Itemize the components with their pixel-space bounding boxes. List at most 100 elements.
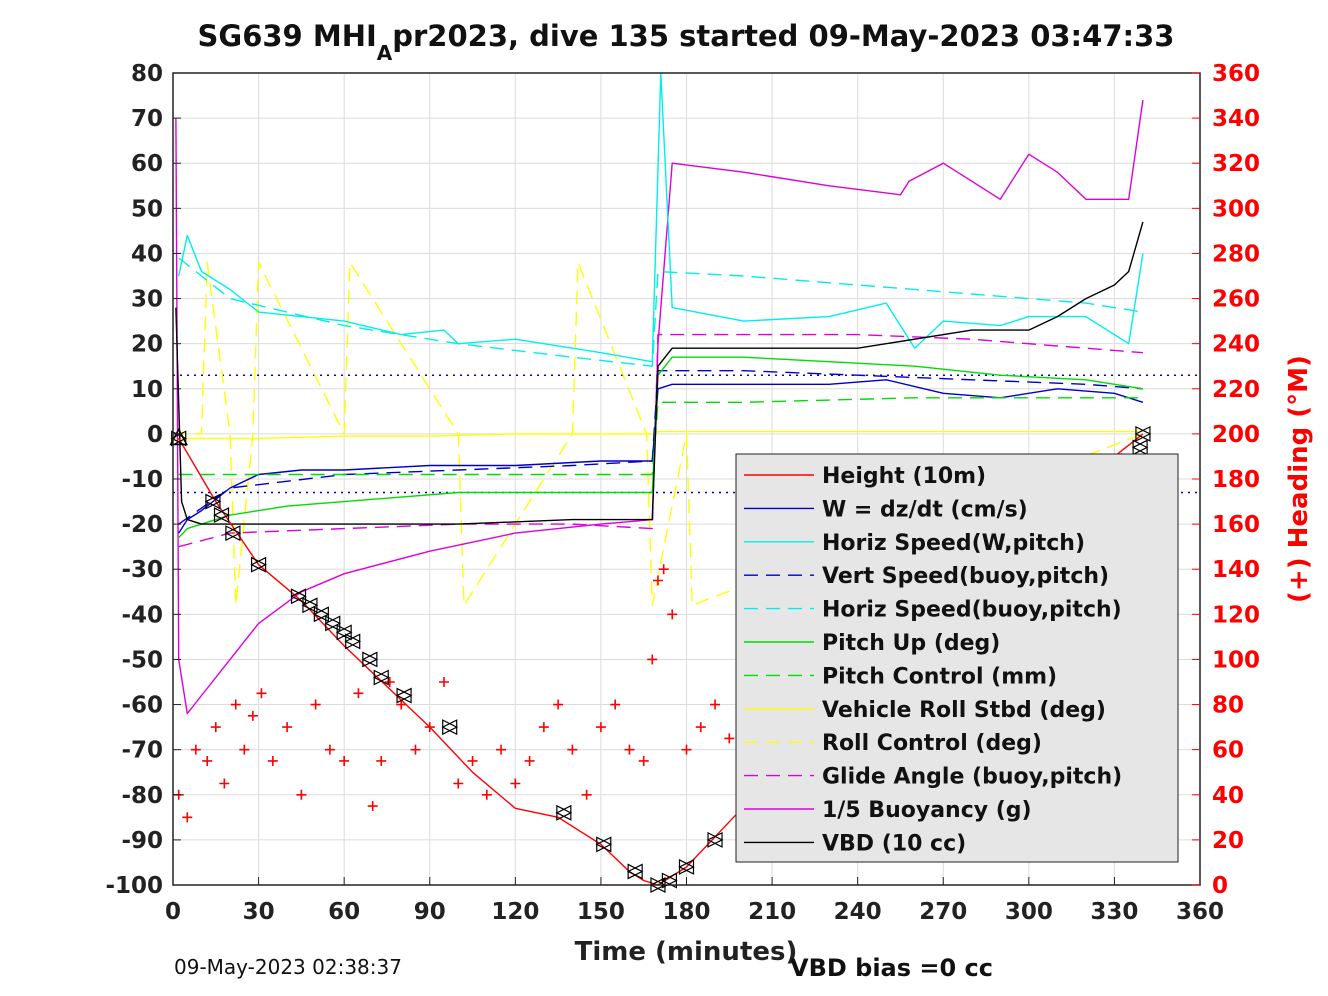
y-left-tick-label: -80 xyxy=(121,783,163,809)
x-tick-label: 180 xyxy=(662,899,710,925)
x-axis-label: Time (minutes) xyxy=(575,937,798,967)
heading-point xyxy=(581,789,592,800)
heading-point xyxy=(410,744,421,755)
heading-point xyxy=(424,722,435,733)
heading-point xyxy=(724,733,735,744)
y-left-tick-label: -60 xyxy=(121,693,163,719)
heading-point xyxy=(453,778,464,789)
depth-marker xyxy=(170,430,188,447)
heading-point xyxy=(481,789,492,800)
heading-point xyxy=(595,722,606,733)
depth-marker xyxy=(224,525,242,542)
y-right-tick-label: 180 xyxy=(1212,467,1260,493)
depth-marker xyxy=(395,687,413,704)
heading-point xyxy=(282,722,293,733)
series-line-vbd-10-cc xyxy=(175,221,1144,525)
legend-label: Pitch Control (mm) xyxy=(822,664,1057,689)
heading-point xyxy=(219,778,230,789)
y-left-tick-label: -40 xyxy=(121,602,163,628)
depth-marker xyxy=(1131,439,1149,456)
dive-start-marker xyxy=(169,427,189,446)
heading-point xyxy=(610,699,621,710)
y-left-tick-label: 30 xyxy=(131,287,163,313)
series-lines xyxy=(173,72,1144,886)
y-left-tick-label: -30 xyxy=(121,557,163,583)
y-right-tick-label: 120 xyxy=(1212,602,1260,628)
y-right-tick-label: 140 xyxy=(1212,557,1260,583)
legend-label: Height (10m) xyxy=(822,464,986,489)
legend: Height (10m) W = dz/dt (cm/s) Horiz Speed(… xyxy=(735,453,1179,863)
heading-point xyxy=(339,755,350,766)
legend-label: Horiz Speed(buoy,pitch) xyxy=(822,598,1122,623)
heading-point xyxy=(182,812,193,823)
heading-point xyxy=(439,677,450,687)
legend-label: Horiz Speed(W,pitch) xyxy=(822,531,1085,556)
depth-marker xyxy=(372,669,390,686)
heading-point xyxy=(638,755,649,766)
heading-point xyxy=(239,744,250,755)
depth-marker xyxy=(301,597,319,614)
x-tick-label: 0 xyxy=(165,899,181,925)
y-left-tick-label: -100 xyxy=(105,873,163,899)
heading-point xyxy=(553,699,564,710)
y-right-tick-label: 40 xyxy=(1212,783,1244,809)
legend-label: VBD (10 cc) xyxy=(822,831,966,856)
y-right-tick-label: 60 xyxy=(1212,738,1244,764)
depth-marker xyxy=(335,624,353,641)
depth-marker xyxy=(313,606,330,623)
y-right-tick-label: 100 xyxy=(1212,647,1260,673)
y-right-tick-label: 340 xyxy=(1212,106,1260,132)
x-tick-label: 240 xyxy=(834,899,882,925)
y-left-tick-label: 10 xyxy=(131,377,163,403)
legend-label: Glide Angle (buoy,pitch) xyxy=(822,765,1122,790)
chart-title: SG639 MHIApr2023, dive 135 started 09-Ma… xyxy=(198,19,1175,65)
heading-point xyxy=(190,744,201,755)
heading-point xyxy=(310,699,321,710)
heading-point xyxy=(324,744,335,755)
vbd-bias-label: VBD bias =0 cc xyxy=(790,954,993,982)
heading-point xyxy=(695,722,706,733)
heading-point xyxy=(647,654,658,665)
legend-label: 1/5 Buoyancy (g) xyxy=(822,798,1032,823)
y-right-tick-label: 240 xyxy=(1212,332,1260,358)
x-tick-label: 360 xyxy=(1176,899,1224,925)
heading-point xyxy=(667,609,678,620)
legend-box xyxy=(735,453,1179,863)
depth-marker xyxy=(441,719,459,736)
heading-point xyxy=(524,755,535,766)
footer-timestamp: 09-May-2023 02:38:37 xyxy=(174,955,402,979)
y-left-tick-label: 20 xyxy=(131,332,163,358)
depth-marker xyxy=(324,615,342,632)
depth-marker xyxy=(290,588,307,605)
heading-point xyxy=(267,755,278,766)
x-tick-label: 90 xyxy=(414,899,446,925)
series-line-vert-speed-buoy-pitch xyxy=(178,370,1143,525)
y-left-tick-label: -50 xyxy=(121,647,163,673)
depth-marker xyxy=(706,831,724,848)
legend-label: Pitch Up (deg) xyxy=(822,631,1000,656)
depth-marker xyxy=(344,633,362,650)
y-left-tick-label: -20 xyxy=(121,512,163,538)
y-left-tick-label: 50 xyxy=(131,196,163,222)
y-left-tick-label: 70 xyxy=(131,106,163,132)
depth-marker xyxy=(678,858,695,875)
heading-point xyxy=(652,575,663,586)
y-right-tick-label: 80 xyxy=(1212,693,1244,719)
y-left-tick-label: -70 xyxy=(121,738,163,764)
x-tick-label: 210 xyxy=(748,899,796,925)
y-left-tick-label: -90 xyxy=(121,828,163,854)
depth-marker xyxy=(1134,425,1152,442)
heading-point xyxy=(681,744,692,755)
heading-point xyxy=(467,755,478,766)
depth-marker xyxy=(595,836,613,853)
y-right-tick-label: 280 xyxy=(1212,241,1260,267)
heading-point xyxy=(658,564,669,575)
y-right-tick-label: 160 xyxy=(1212,512,1260,538)
y-axis-right-label: (+) Heading (°M) xyxy=(1284,355,1314,603)
legend-label: Vert Speed(buoy,pitch) xyxy=(822,564,1109,589)
y-left-tick-label: 0 xyxy=(147,422,163,448)
series-line-horiz-speed-buoy-pitch xyxy=(178,257,1144,367)
depth-marker xyxy=(250,556,267,573)
heading-point xyxy=(247,710,258,721)
